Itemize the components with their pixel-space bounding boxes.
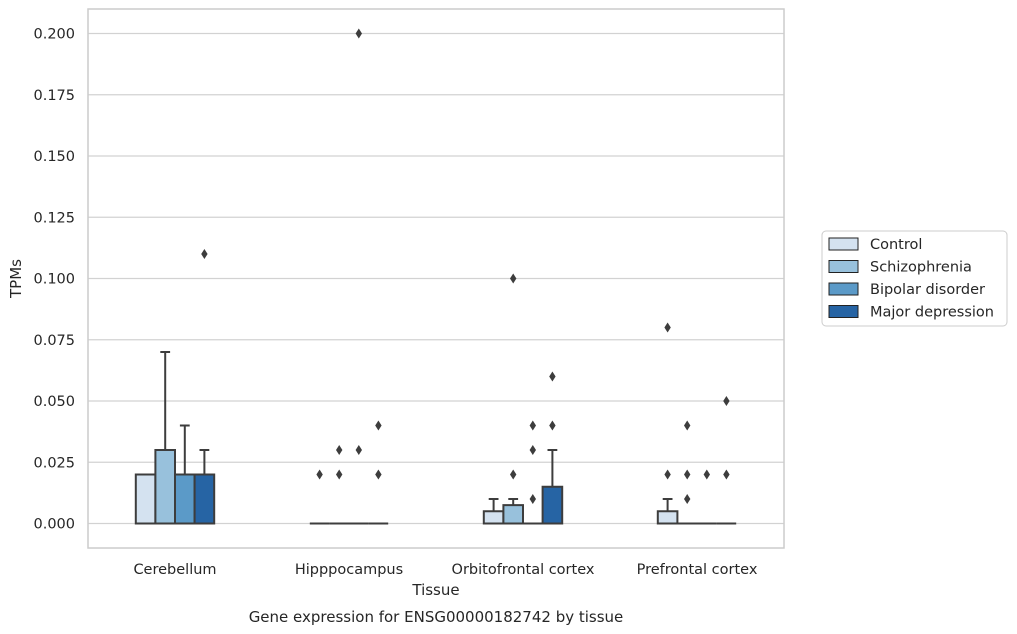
box (482, 510, 505, 525)
box-group (368, 420, 389, 525)
box (134, 473, 157, 525)
outlier-point (664, 322, 671, 333)
plot-frame (87, 8, 785, 549)
y-tick-label: 0.025 (33, 455, 75, 471)
outlier-point (549, 420, 556, 431)
box (656, 510, 679, 525)
box (174, 473, 196, 525)
outlier-point (723, 396, 730, 406)
outlier-point (684, 420, 691, 431)
y-axis-label: TPMs (7, 259, 25, 299)
y-tick-label: 0.075 (33, 333, 75, 349)
legend-swatch (828, 282, 859, 296)
outlier-point (201, 249, 208, 259)
box-group (482, 498, 505, 525)
outlier-point (549, 371, 556, 382)
outlier-point (529, 494, 536, 504)
outlier-point (355, 28, 362, 39)
box-group (697, 469, 717, 525)
legend-swatch (828, 305, 859, 318)
legend-swatch (828, 237, 859, 251)
outlier-point (375, 420, 382, 431)
outlier-point (723, 469, 730, 480)
chart-caption: Gene expression for ENSG00000182742 by t… (249, 608, 624, 626)
legend-swatch (828, 260, 859, 273)
outlier-point (684, 469, 691, 480)
box-group (677, 420, 697, 525)
x-tick-label: Prefrontal cortex (637, 562, 758, 578)
outlier-point (375, 469, 382, 480)
outlier-point (355, 445, 362, 455)
y-tick-label: 0.150 (33, 149, 75, 165)
legend-label: Schizophrenia (870, 260, 972, 276)
x-axis-ticks: Cerebellum Hipppocampus Orbitofrontal cort… (133, 562, 757, 578)
box-group (656, 322, 679, 525)
x-tick-label: Hipppocampus (295, 562, 403, 578)
box (193, 473, 216, 525)
outlier-point (684, 494, 691, 504)
y-tick-label: 0.125 (33, 210, 75, 226)
outlier-point (510, 469, 517, 480)
box-group (541, 371, 564, 525)
x-axis-label: Tissue (411, 581, 459, 599)
y-tick-label: 0.175 (33, 88, 75, 104)
box-group (502, 273, 524, 525)
box-group (329, 445, 349, 525)
outlier-point (703, 469, 710, 480)
y-axis-ticks: 0.000 0.025 0.050 0.075 0.100 0.125 0.150 0.175… (33, 27, 75, 533)
box (502, 504, 524, 525)
legend-label: Major depression (870, 305, 994, 321)
y-tick-label: 0.200 (33, 27, 75, 43)
legend-label: Control (870, 237, 922, 253)
legend: Control Schizophrenia Bipolar disorder Majo… (821, 230, 1008, 327)
x-tick-label: Cerebellum (133, 562, 216, 578)
y-tick-label: 0.050 (33, 394, 75, 410)
y-tick-label: 0.100 (33, 272, 75, 288)
legend-frame (821, 230, 1008, 327)
outlier-point (316, 469, 323, 480)
outlier-point (529, 420, 536, 431)
outlier-point (529, 445, 536, 455)
box-group (716, 396, 737, 525)
box-group (154, 351, 176, 525)
box-group (134, 473, 157, 525)
outlier-point (510, 273, 517, 284)
x-tick-label: Orbitofrontal cortex (452, 562, 595, 578)
outlier-point (336, 445, 343, 455)
box-group (309, 469, 330, 525)
boxes-layer (134, 28, 737, 525)
box-group (349, 28, 369, 525)
legend-label: Bipolar disorder (870, 282, 985, 298)
box-group (193, 249, 216, 525)
outlier-point (664, 469, 671, 480)
box-group (174, 424, 196, 525)
box (541, 485, 564, 525)
box (154, 449, 176, 525)
y-tick-label: 0.000 (33, 517, 75, 533)
outlier-point (336, 469, 343, 480)
box-group (523, 420, 543, 525)
grid-lines (88, 32, 784, 525)
